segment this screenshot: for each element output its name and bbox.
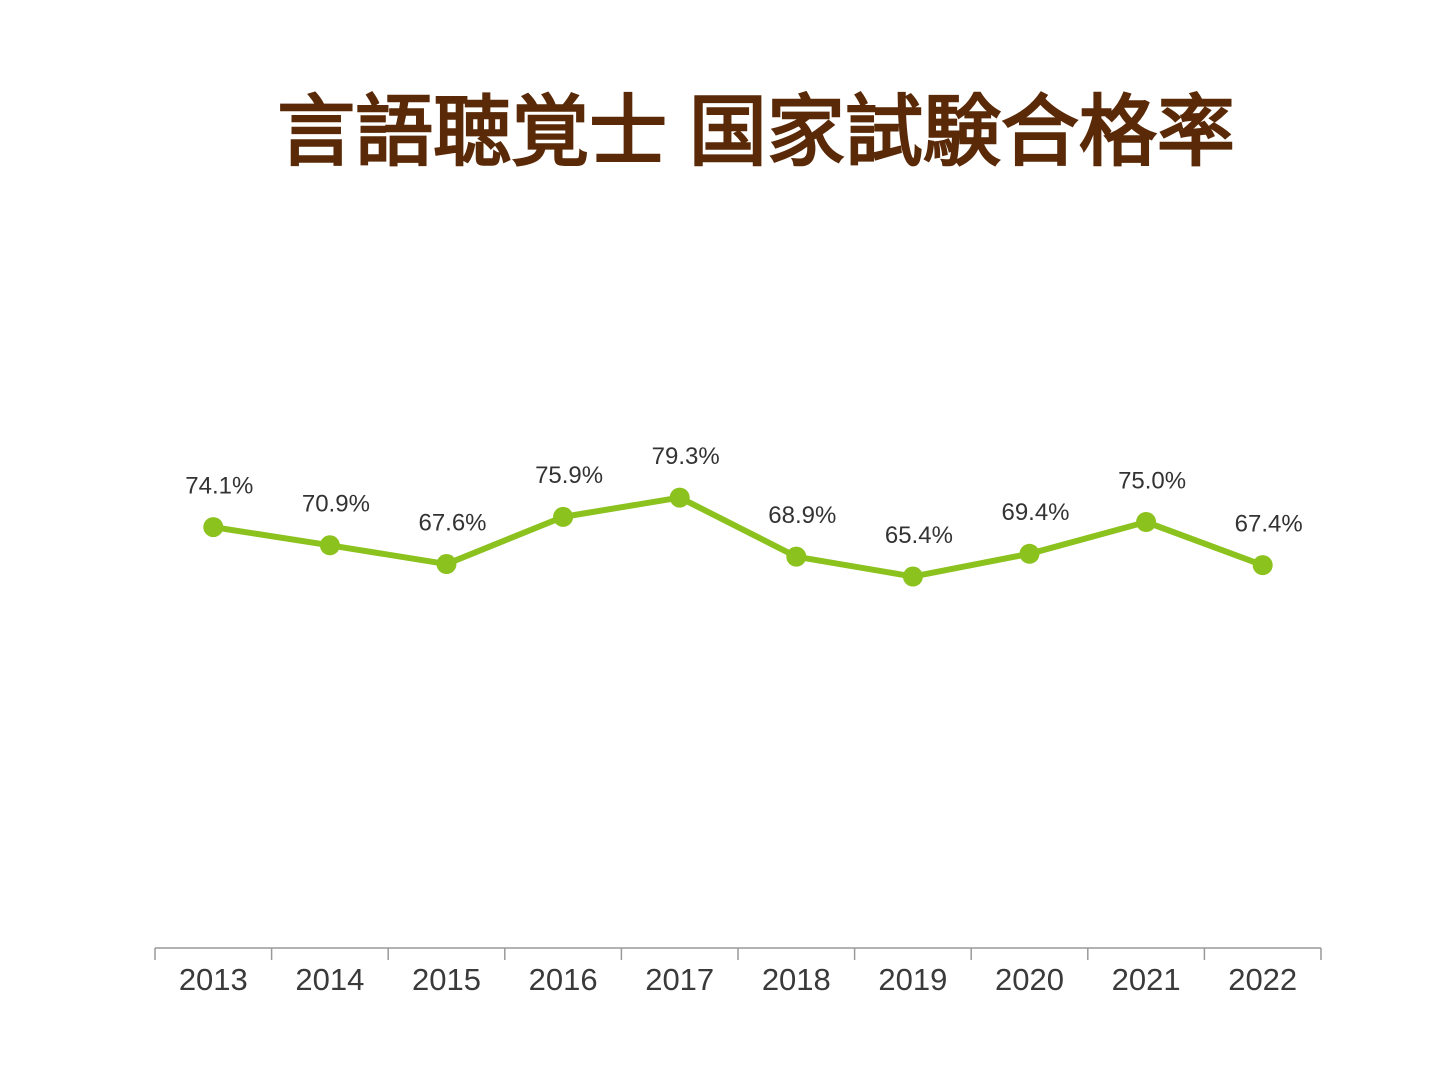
x-tick-label: 2013 [179,962,248,997]
data-label: 67.6% [418,509,486,536]
data-label: 69.4% [1001,499,1069,526]
point [553,506,574,527]
x-tick-label: 2021 [1112,962,1181,997]
line [212,494,1264,580]
x-tick-label: 2018 [762,962,831,997]
data-label: 75.9% [535,462,603,489]
x-tick-label: 2017 [645,962,714,997]
chart-title: 言語聴覚士 国家試験合格率 [277,88,1235,176]
data-label: 74.1% [185,472,253,499]
point [203,517,224,538]
x-tick-label: 2020 [995,962,1064,997]
data-label: 67.4% [1235,511,1303,538]
point [319,535,340,556]
x-tick-label: 2015 [412,962,481,997]
point [436,554,457,575]
data-label: 70.9% [302,491,370,518]
point [786,546,807,567]
point [1136,512,1157,532]
data-label: 68.9% [768,502,836,529]
data-label: 79.3% [652,443,720,470]
point [669,487,690,508]
x-tick-label: 2016 [529,962,598,997]
point [902,566,923,587]
point [1252,555,1273,576]
data-label: 75.0% [1118,467,1186,494]
x-tick-label: 2019 [878,962,947,997]
data-label: 65.4% [885,522,953,549]
x-tick-label: 2014 [295,962,364,997]
x-tick-label: 2022 [1228,962,1297,997]
point [1019,543,1040,564]
